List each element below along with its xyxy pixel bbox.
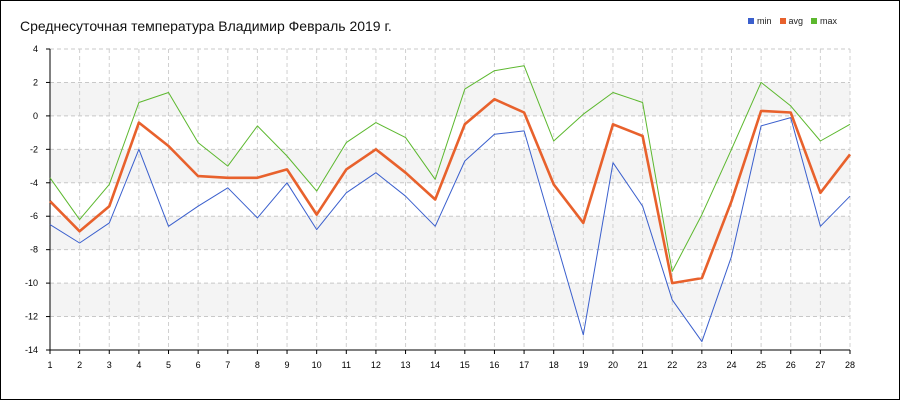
y-tick-label: 0 <box>33 111 38 121</box>
x-tick-label: 25 <box>756 360 766 370</box>
x-tick-label: 11 <box>342 360 351 370</box>
grid-band <box>50 149 850 183</box>
grid-band <box>50 82 850 116</box>
y-tick-label: -8 <box>30 245 38 255</box>
x-tick-label: 27 <box>815 360 825 370</box>
x-tick-label: 3 <box>107 360 112 370</box>
legend-swatch-min <box>748 18 754 24</box>
x-tick-label: 20 <box>608 360 618 370</box>
chart-title: Среднесуточная температура Владимир Февр… <box>20 18 392 34</box>
legend-item-avg: avg <box>779 16 804 26</box>
x-tick-label: 28 <box>845 360 855 370</box>
x-tick-label: 10 <box>312 360 322 370</box>
x-tick-label: 8 <box>255 360 260 370</box>
legend-label-min: min <box>757 16 772 26</box>
x-tick-label: 13 <box>401 360 411 370</box>
x-tick-label: 12 <box>371 360 381 370</box>
legend-swatch-max <box>811 18 818 24</box>
legend-label-avg: avg <box>788 16 804 26</box>
x-tick-label: 26 <box>786 360 796 370</box>
x-tick-label: 18 <box>549 360 559 370</box>
x-tick-label: 6 <box>196 360 201 370</box>
x-tick-label: 22 <box>667 360 677 370</box>
x-tick-label: 9 <box>285 360 290 370</box>
x-tick-label: 5 <box>166 360 171 370</box>
grid-band <box>50 216 850 250</box>
series-line-min <box>49 117 851 343</box>
y-tick-label: -4 <box>30 178 38 188</box>
x-tick-label: 2 <box>77 360 82 370</box>
series-line-avg <box>49 97 852 285</box>
y-tick-label: -6 <box>30 211 38 221</box>
x-tick-label: 19 <box>578 360 588 370</box>
x-tick-label: 21 <box>638 360 648 370</box>
x-tick-label: 7 <box>225 360 230 370</box>
y-tick-label: -12 <box>25 312 38 322</box>
x-tick-label: 4 <box>136 360 141 370</box>
y-tick-label: -14 <box>25 345 38 355</box>
legend-item-min: min <box>748 16 772 26</box>
legend-swatch-avg <box>779 18 786 24</box>
x-tick-label: 1 <box>47 360 52 370</box>
series-line-max <box>49 65 851 272</box>
legend-item-max: max <box>811 16 837 26</box>
legend-label-max: max <box>820 16 838 26</box>
grid-band <box>50 283 850 317</box>
y-tick-label: 4 <box>33 44 38 54</box>
x-tick-label: 17 <box>519 360 529 370</box>
x-tick-label: 16 <box>489 360 499 370</box>
y-tick-label: -2 <box>30 144 38 154</box>
y-tick-label: 2 <box>33 77 38 87</box>
x-tick-label: 14 <box>430 360 440 370</box>
legend: min avg max <box>748 16 837 26</box>
y-tick-label: -10 <box>25 278 38 288</box>
x-tick-label: 15 <box>460 360 470 370</box>
x-tick-label: 24 <box>726 360 736 370</box>
x-tick-label: 23 <box>697 360 707 370</box>
